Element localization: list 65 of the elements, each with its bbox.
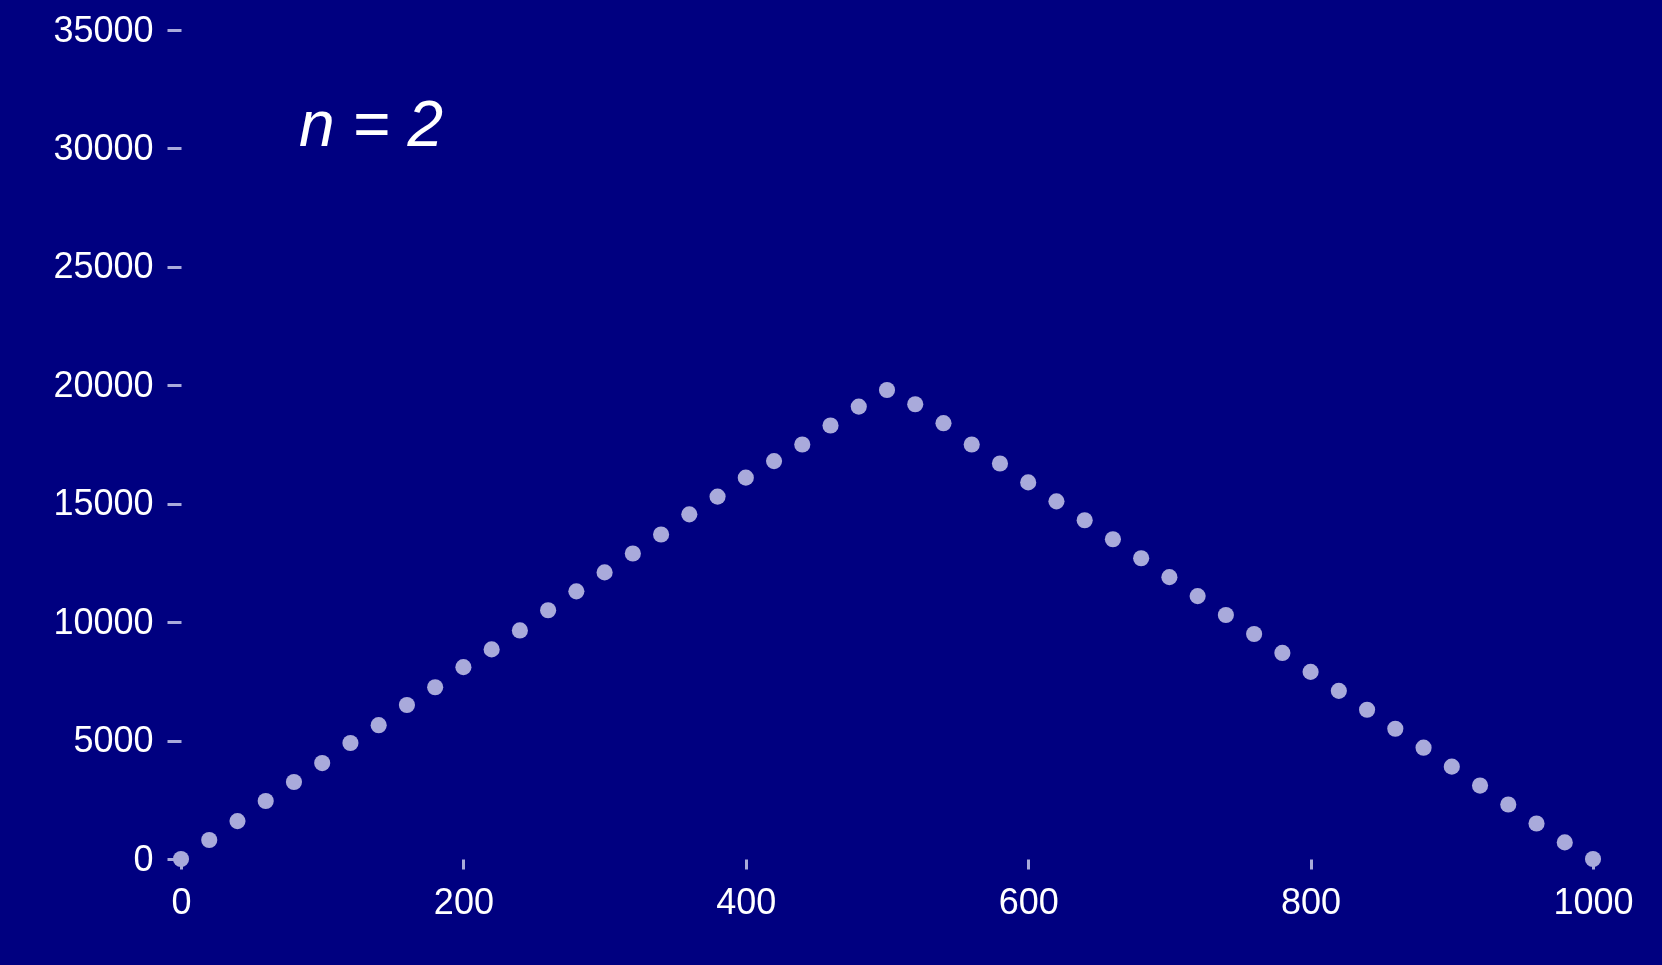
point	[1133, 550, 1150, 567]
point	[1443, 758, 1460, 775]
point	[257, 792, 274, 810]
point	[1500, 796, 1517, 813]
point	[568, 583, 585, 600]
point	[1302, 663, 1319, 680]
point	[794, 436, 811, 453]
point	[398, 697, 415, 714]
point	[455, 659, 472, 676]
annotation: n = 2	[298, 88, 444, 160]
point	[342, 734, 359, 751]
point	[540, 602, 557, 619]
point	[1330, 682, 1347, 699]
point	[370, 717, 387, 734]
point	[653, 526, 670, 543]
point	[483, 641, 500, 658]
point	[1217, 606, 1234, 624]
y-tick-label: 10000	[53, 600, 154, 642]
y-tick-label: 35000	[53, 8, 154, 50]
point	[1246, 625, 1263, 643]
point	[765, 453, 783, 470]
point	[737, 469, 754, 486]
point	[229, 813, 246, 830]
y-tick-label: 0	[133, 837, 154, 879]
point	[991, 455, 1009, 472]
point	[1274, 644, 1291, 661]
point	[907, 396, 924, 413]
point	[1161, 569, 1178, 586]
point	[1584, 850, 1602, 868]
point	[314, 755, 331, 772]
y-tick-label: 5000	[73, 719, 154, 761]
point	[709, 488, 726, 505]
point	[285, 773, 303, 791]
x-tick-label: 600	[998, 880, 1059, 922]
point	[935, 415, 952, 432]
x-tick-label: 0	[171, 880, 192, 922]
x-tick-label: 800	[1281, 880, 1342, 922]
point	[1415, 739, 1432, 756]
point	[1387, 720, 1404, 737]
point	[1076, 512, 1093, 529]
point	[1556, 834, 1573, 851]
y-tick-label: 15000	[53, 482, 154, 524]
x-tick-label: 400	[716, 880, 777, 922]
point	[1189, 588, 1206, 605]
point	[596, 564, 613, 581]
y-tick-label: 20000	[53, 363, 154, 405]
point	[822, 417, 839, 434]
point	[624, 545, 641, 562]
point	[850, 398, 867, 415]
point	[1048, 493, 1065, 510]
x-tick-label: 200	[433, 880, 494, 922]
point	[963, 436, 980, 453]
point	[878, 381, 896, 399]
point	[201, 832, 218, 849]
point	[1471, 777, 1489, 794]
y-tick-label: 30000	[53, 126, 154, 168]
point	[1020, 474, 1037, 491]
point	[511, 622, 528, 639]
x-tick-label: 1000	[1553, 880, 1634, 922]
point	[1528, 815, 1545, 832]
point	[1359, 701, 1376, 718]
point	[681, 506, 698, 523]
point	[1104, 531, 1121, 548]
point	[427, 679, 444, 696]
y-tick-label: 25000	[53, 245, 154, 287]
